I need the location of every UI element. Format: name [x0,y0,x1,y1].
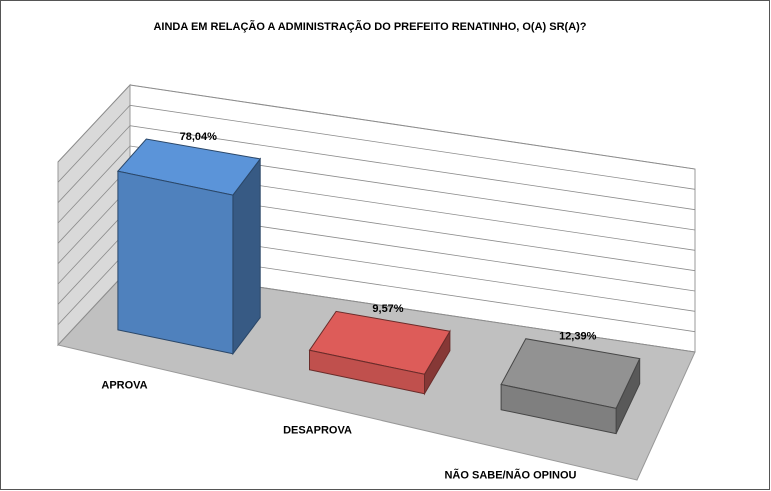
grid-line [57,145,696,231]
grid-line [57,104,696,190]
bar [308,310,451,396]
value-label: 9,57% [372,303,403,315]
grid-line [57,125,696,211]
x-tick-label: NÃO SABE/NÃO OPINOU [444,468,576,481]
chart-title: AINDA EM RELAÇÃO A ADMINISTRAÇÃO DO PREF… [153,20,586,33]
bar-front [500,383,617,435]
value-label: 12,39% [559,331,597,343]
bar [500,338,641,435]
value-label: 78,04% [180,131,218,143]
bar-front [309,349,425,395]
grid-line [57,84,696,170]
bar-front [117,170,234,355]
bar [116,138,262,356]
x-tick-label: DESAPROVA [283,424,352,436]
x-tick-label: APROVA [101,379,147,391]
